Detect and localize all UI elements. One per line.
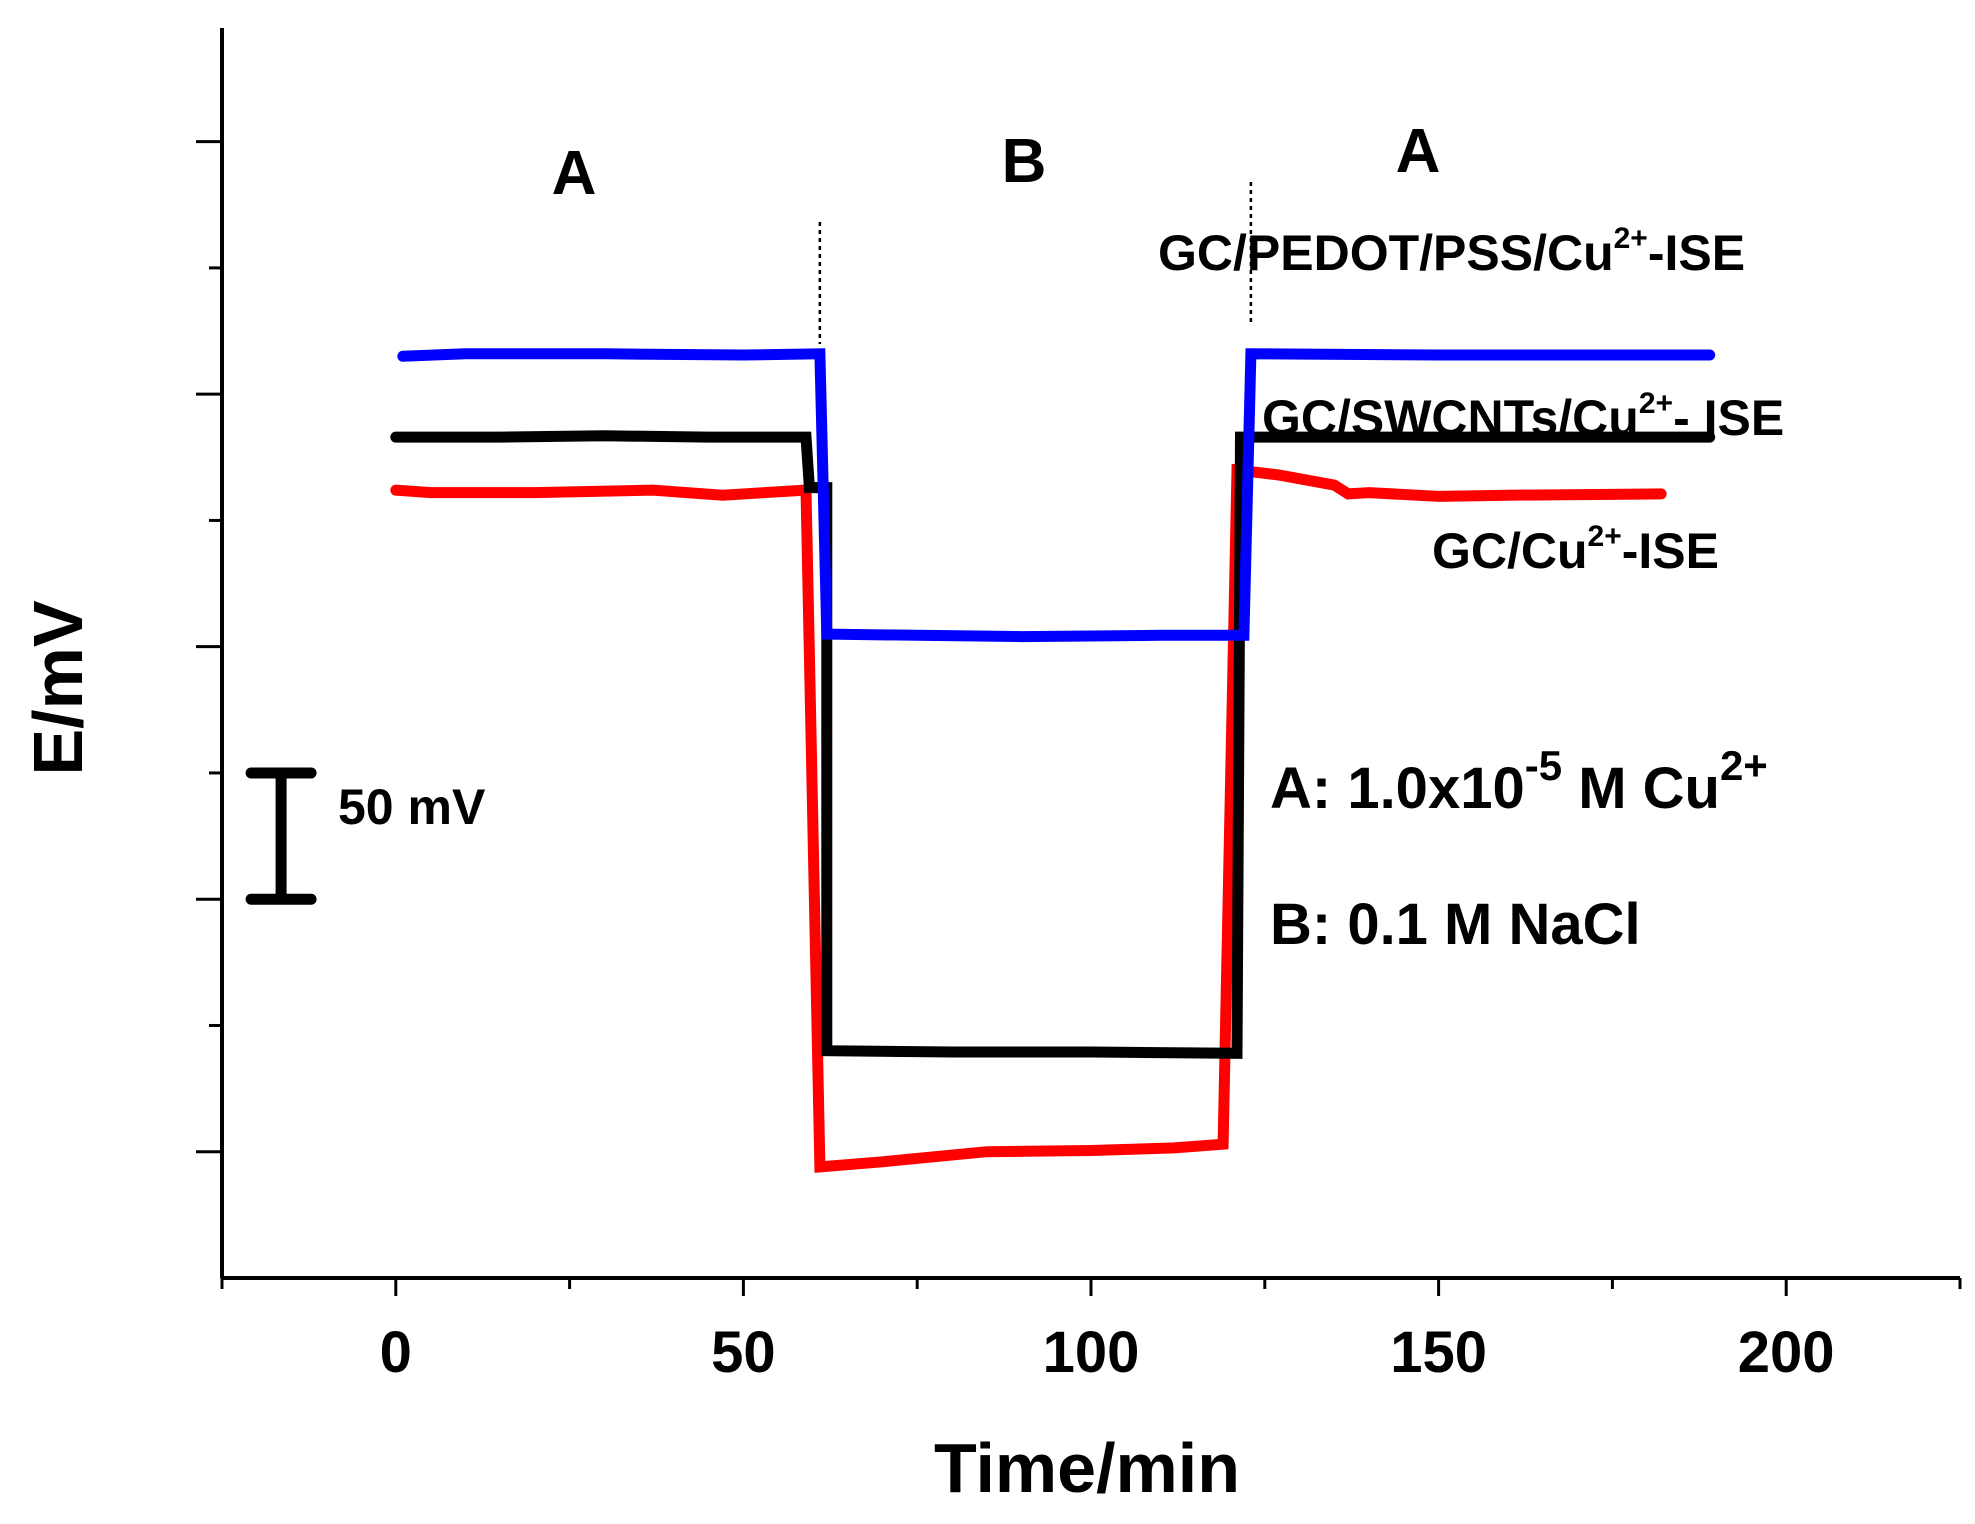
- scale-bar-label: 50 mV: [338, 779, 486, 835]
- region-label-a1: A: [552, 139, 597, 208]
- region-label-b: B: [1002, 127, 1047, 196]
- x-tick-label: 0: [380, 1320, 412, 1385]
- x-tick-labels: 0 50 100 150 200: [380, 1320, 1835, 1385]
- x-tick-label: 150: [1390, 1320, 1487, 1385]
- x-tick-label: 50: [711, 1320, 776, 1385]
- condition-a: A: 1.0x10-5 M Cu2+: [1270, 742, 1768, 821]
- y-axis-title: E/mV: [19, 600, 97, 775]
- x-tick-label: 100: [1043, 1320, 1140, 1385]
- series-label-swcnts: GC/SWCNTs/Cu2+- ISE: [1262, 387, 1784, 446]
- series-line-0: [397, 348, 1716, 643]
- condition-b: B: 0.1 M NaCl: [1270, 892, 1641, 957]
- ticks: [196, 140, 1962, 1296]
- series-label-gc: GC/Cu2+-ISE: [1432, 520, 1719, 579]
- series-label-pedot: GC/PEDOT/PSS/Cu2+-ISE: [1158, 222, 1745, 281]
- series-line-2: [390, 463, 1667, 1173]
- region-label-a2: A: [1396, 117, 1441, 186]
- x-axis-title: Time/min: [934, 1429, 1240, 1507]
- scale-bar: [245, 767, 317, 905]
- series-line-1: [390, 430, 1716, 1059]
- x-tick-label: 200: [1738, 1320, 1835, 1385]
- series-group: [390, 348, 1716, 1173]
